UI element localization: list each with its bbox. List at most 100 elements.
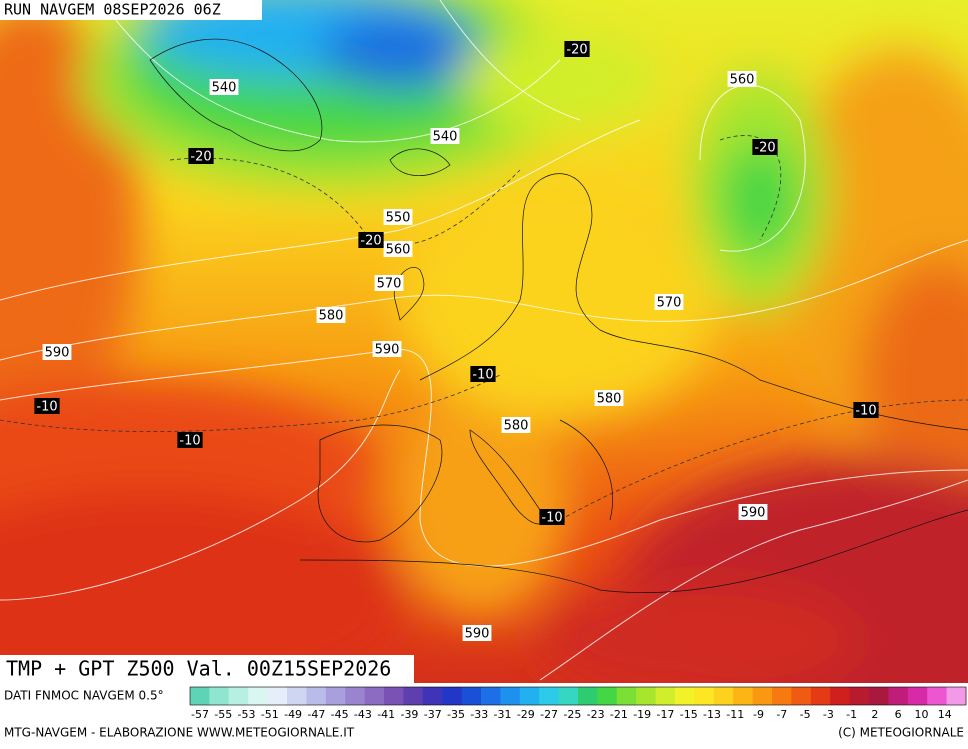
legend-label: -23 bbox=[587, 708, 605, 721]
footer-left: MTG-NAVGEM - ELABORAZIONE WWW.METEOGIORN… bbox=[4, 726, 355, 740]
legend-swatch bbox=[849, 687, 870, 705]
legend-label: -3 bbox=[823, 708, 834, 721]
legend-label: -53 bbox=[238, 708, 256, 721]
legend-frame bbox=[189, 686, 967, 706]
legend-swatch bbox=[869, 687, 889, 705]
label-text: -20 bbox=[566, 43, 587, 58]
legend-swatch bbox=[946, 687, 967, 705]
legend-swatch bbox=[345, 687, 366, 705]
height-label: 570 bbox=[654, 294, 684, 311]
height-label: 590 bbox=[372, 341, 402, 358]
label-box bbox=[501, 417, 531, 433]
legend-label: -57 bbox=[191, 708, 209, 721]
label-text: -20 bbox=[360, 234, 381, 249]
legend-label: -9 bbox=[753, 708, 764, 721]
legend-swatch bbox=[267, 687, 288, 705]
label-box bbox=[727, 71, 757, 87]
label-box bbox=[177, 432, 203, 448]
height-label: 560 bbox=[383, 241, 413, 258]
legend-source: DATI FNMOC NAVGEM 0.5° bbox=[4, 689, 164, 703]
label-box bbox=[853, 402, 879, 418]
legend-swatch bbox=[209, 687, 230, 705]
legend-label: 6 bbox=[895, 708, 902, 721]
height-label: 580 bbox=[594, 390, 624, 407]
legend-swatch bbox=[519, 687, 540, 705]
legend-label: -5 bbox=[800, 708, 811, 721]
legend-label: -39 bbox=[400, 708, 418, 721]
legend-swatch bbox=[481, 687, 501, 705]
label-text: 590 bbox=[45, 346, 70, 361]
legend-label: -45 bbox=[331, 708, 349, 721]
legend-swatch bbox=[578, 687, 598, 705]
legend-label: -7 bbox=[776, 708, 787, 721]
height-label: 590 bbox=[738, 504, 768, 521]
label-text: 580 bbox=[319, 309, 344, 324]
height-label: 570 bbox=[374, 275, 404, 292]
legend-label: -13 bbox=[703, 708, 721, 721]
legend-label: -11 bbox=[726, 708, 744, 721]
label-box bbox=[42, 344, 72, 360]
legend-label: -15 bbox=[680, 708, 698, 721]
label-text: 550 bbox=[386, 211, 411, 226]
legend-label: -49 bbox=[284, 708, 302, 721]
legend-swatch bbox=[558, 687, 579, 705]
legend-swatch bbox=[713, 687, 734, 705]
legend-label: -21 bbox=[610, 708, 628, 721]
legend-label: -1 bbox=[846, 708, 857, 721]
temperature-label: -20 bbox=[188, 148, 214, 165]
label-text: 590 bbox=[465, 627, 490, 642]
height-label: 540 bbox=[430, 128, 460, 145]
legend-label: -29 bbox=[517, 708, 535, 721]
legend-swatch bbox=[810, 687, 831, 705]
legend-label: -55 bbox=[214, 708, 232, 721]
label-text: 580 bbox=[504, 419, 529, 434]
temperature-label: -20 bbox=[564, 41, 590, 58]
height-label: 580 bbox=[501, 417, 531, 434]
label-box bbox=[430, 128, 460, 144]
legend-swatch bbox=[500, 687, 521, 705]
legend-label: 2 bbox=[871, 708, 878, 721]
legend-swatch bbox=[306, 687, 327, 705]
label-text: -10 bbox=[472, 368, 493, 383]
height-label: 540 bbox=[209, 79, 239, 96]
label-box bbox=[654, 294, 684, 310]
label-text: -10 bbox=[855, 404, 876, 419]
label-text: 540 bbox=[433, 130, 458, 145]
legend-label: 14 bbox=[938, 708, 952, 721]
temperature-label: -20 bbox=[752, 139, 778, 156]
legend-swatch bbox=[287, 687, 307, 705]
label-box bbox=[594, 390, 624, 406]
temperature-label: -20 bbox=[358, 232, 384, 249]
legend-label: -43 bbox=[354, 708, 372, 721]
legend-swatch bbox=[461, 687, 482, 705]
legend-swatch bbox=[190, 687, 210, 705]
label-box bbox=[752, 139, 778, 155]
label-box bbox=[372, 341, 402, 357]
legend-swatch bbox=[384, 687, 404, 705]
label-text: -20 bbox=[190, 150, 211, 165]
label-text: 540 bbox=[212, 81, 237, 96]
footer-right: (C) METEOGIORNALE bbox=[838, 726, 964, 740]
temperature-label: -10 bbox=[470, 366, 496, 383]
legend-swatch bbox=[325, 687, 346, 705]
label-text: 580 bbox=[597, 392, 622, 407]
legend-swatch bbox=[675, 687, 695, 705]
legend-label: -35 bbox=[447, 708, 465, 721]
label-box bbox=[539, 509, 565, 525]
legend-label: -51 bbox=[261, 708, 279, 721]
legend-label: -17 bbox=[656, 708, 674, 721]
legend-swatch bbox=[248, 687, 269, 705]
legend-swatch bbox=[228, 687, 249, 705]
product-title: TMP + GPT Z500 Val. 00Z15SEP2026 bbox=[6, 657, 391, 681]
label-box bbox=[316, 307, 346, 323]
temperature-label: -10 bbox=[853, 402, 879, 419]
legend-label: 10 bbox=[914, 708, 928, 721]
label-box bbox=[383, 209, 413, 225]
label-text: 590 bbox=[375, 343, 400, 358]
legend-label: -47 bbox=[307, 708, 325, 721]
legend-label: -27 bbox=[540, 708, 558, 721]
label-text: 590 bbox=[741, 506, 766, 521]
label-box bbox=[358, 232, 384, 248]
